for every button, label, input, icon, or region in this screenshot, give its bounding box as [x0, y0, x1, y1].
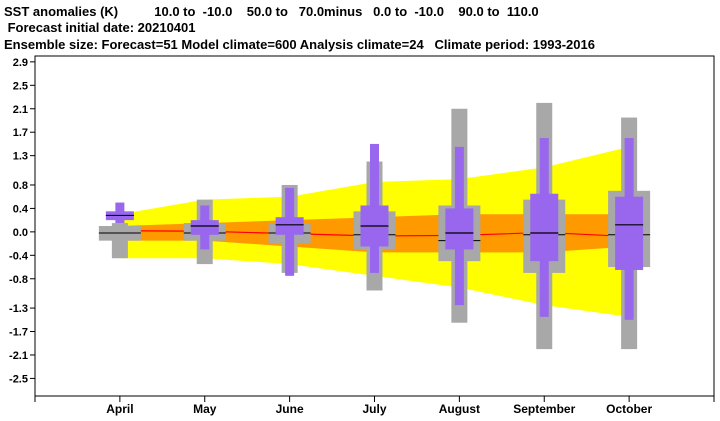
- y-tick-label: 0.0: [13, 227, 28, 239]
- y-tick-label: -0.4: [9, 250, 29, 262]
- forecast-box-september: [530, 193, 559, 262]
- forecast-box-october: [615, 196, 644, 270]
- header-title-line: SST anomalies (K) 10.0 to -10.0 50.0 to …: [4, 4, 539, 19]
- x-tick-label-july: July: [362, 402, 386, 416]
- y-tick-label: 1.3: [13, 151, 28, 163]
- plot-frame: [34, 55, 715, 397]
- y-tick-label: -0.8: [9, 274, 28, 286]
- forecast-box-june: [275, 217, 304, 235]
- x-tick-label-june: June: [276, 402, 304, 416]
- y-tick-label: 2.1: [13, 104, 28, 116]
- x-tick-label-august: August: [439, 402, 480, 416]
- y-tick-label: 0.4: [13, 203, 29, 215]
- month-group-september: [523, 102, 566, 350]
- x-tick-label-october: October: [606, 402, 652, 416]
- header-ensemble-info: Ensemble size: Forecast=51 Model climate…: [4, 37, 595, 52]
- month-group-august: [438, 108, 481, 323]
- y-tick-label: 0.8: [13, 180, 28, 192]
- month-group-june: [268, 184, 311, 276]
- forecast-box-august: [445, 208, 474, 250]
- month-group-october: [608, 117, 651, 350]
- x-tick-label-september: September: [513, 402, 575, 416]
- y-tick-label: -1.7: [9, 327, 28, 339]
- chart-header: SST anomalies (K) 10.0 to -10.0 50.0 to …: [0, 0, 720, 56]
- y-tick-label: -1.3: [9, 303, 28, 315]
- month-group-july: [353, 143, 396, 291]
- y-tick-label: 1.7: [13, 127, 28, 139]
- y-tick-label: -2.1: [9, 350, 28, 362]
- x-tick-label-april: April: [106, 402, 133, 416]
- y-tick-label: 2.5: [13, 80, 28, 92]
- y-tick-label: 2.9: [13, 57, 28, 69]
- header-forecast-date: Forecast initial date: 20210401: [4, 20, 196, 35]
- month-group-may: [183, 199, 226, 265]
- forecast-box-may: [190, 220, 219, 235]
- month-group-april: [98, 202, 141, 259]
- x-tick-label-may: May: [193, 402, 217, 416]
- y-tick-label: -2.5: [9, 373, 28, 385]
